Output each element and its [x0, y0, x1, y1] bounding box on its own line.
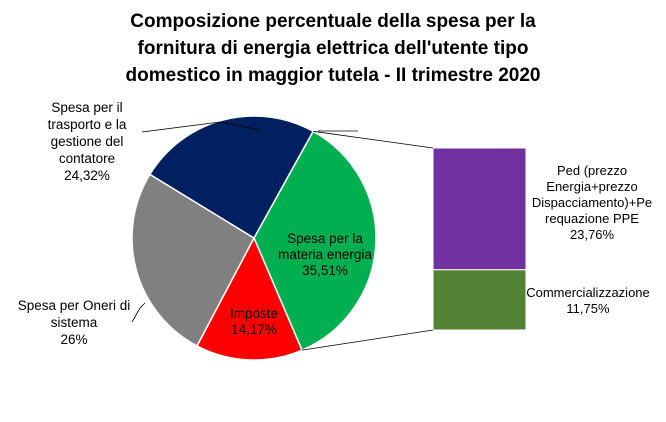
chart-title-line-2: fornitura di energia elettrica dell'uten… — [138, 38, 529, 59]
label-commercializzazione: Commercializzazione 11,75% — [526, 285, 650, 316]
label-commercializzazione-line: 11,75% — [566, 301, 610, 316]
label-trasporto-line: gestione del — [51, 134, 124, 149]
label-oneri-sistema-line: sistema — [51, 315, 98, 330]
label-materia-energia-line: 35,51% — [302, 263, 348, 278]
label-ped-line: requazione PPE — [545, 211, 639, 226]
label-materia-energia-line: materia energia — [278, 247, 372, 262]
bar-segment-ped-prezzo-energia-prezzo-dispacciamento-pe-requazione-ppe — [432, 147, 527, 271]
label-ped-line: Energia+prezzo — [546, 179, 637, 194]
label-trasporto-line: Spesa per il — [51, 100, 122, 115]
pie-slice-spesa-per-il-trasporto-e-la-gestione-del-contatore — [148, 115, 315, 240]
pie-slice-imposte — [195, 236, 303, 361]
label-oneri-sistema-line: Spesa per Oneri di — [18, 298, 131, 313]
leader-line-trasporto — [141, 121, 261, 133]
data-labels: Spesa per la materia energia 35,51%Imposte… — [18, 100, 652, 347]
label-trasporto-line: trasporto e la — [48, 117, 127, 132]
label-ped-line: Dispacciamento)+Pe — [532, 195, 652, 210]
label-materia-energia: Spesa per la materia energia 35,51% — [278, 231, 372, 278]
connector-line-top — [313, 130, 434, 149]
label-imposte-line: Imposte — [230, 306, 278, 321]
pie-slice-spesa-per-oneri-di-sistema — [131, 173, 255, 347]
pie-slice-spesa-per-la-materia-energia — [253, 130, 377, 352]
leader-line-oneri — [131, 302, 146, 323]
label-trasporto-line: 24,32% — [64, 168, 110, 183]
label-ped-line: Ped (prezzo — [557, 163, 627, 178]
label-trasporto: Spesa per il trasporto e la gestione del co… — [48, 100, 127, 183]
label-ped-line: 23,76% — [570, 227, 615, 242]
chart-title-line-1: Composizione percentuale della spesa per… — [130, 11, 536, 32]
pie-slices — [131, 115, 377, 361]
connector-lines — [131, 121, 434, 351]
chart-title-line-3: domestico in maggior tutela - II trimest… — [126, 65, 541, 86]
label-oneri-sistema-line: 26% — [60, 332, 87, 347]
label-materia-energia-line: Spesa per la — [287, 231, 363, 246]
breakdown-bar — [432, 147, 527, 331]
label-trasporto-line: contatore — [59, 151, 115, 166]
connector-line-bottom — [301, 329, 434, 351]
label-ped: Ped (prezzo Energia+prezzo Dispacciamento)… — [532, 163, 652, 242]
bar-segment-commercializzazione — [432, 269, 527, 331]
label-oneri-sistema: Spesa per Oneri di sistema 26% — [18, 298, 131, 347]
label-imposte-line: 14,17% — [231, 322, 277, 337]
label-commercializzazione-line: Commercializzazione — [526, 285, 650, 300]
label-imposte: Imposte 14,17% — [230, 306, 278, 337]
